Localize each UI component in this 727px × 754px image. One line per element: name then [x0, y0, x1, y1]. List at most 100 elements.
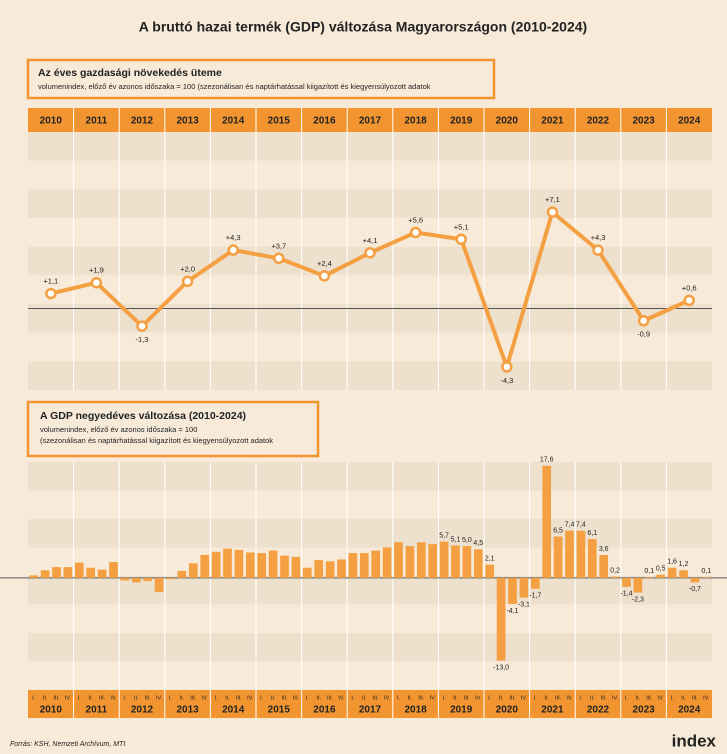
- bar: [29, 575, 39, 578]
- bar: [211, 551, 221, 578]
- point: [181, 275, 194, 288]
- x-tick-label: 2019: [450, 116, 473, 127]
- data-label: 0,5: [656, 566, 666, 573]
- chart-subtitle: volumenindex, előző év azonos időszaka =…: [38, 82, 431, 91]
- x-tick-label: I.: [169, 695, 173, 701]
- x-tick-label: IV.: [658, 695, 665, 701]
- x-tick-label: 2013: [176, 116, 199, 127]
- bar: [576, 530, 586, 578]
- group-label: 2020: [496, 705, 519, 716]
- page-title: A bruttó hazai termék (GDP) változása Ma…: [139, 19, 587, 35]
- x-tick-label: I.: [123, 695, 127, 701]
- row-stripe: [28, 547, 712, 576]
- x-tick-label: II.: [43, 695, 48, 701]
- bar: [314, 560, 324, 578]
- data-label: 6,5: [553, 527, 563, 534]
- x-tick-label: II.: [408, 695, 413, 701]
- x-tick-label: II.: [88, 695, 93, 701]
- x-tick-label: II.: [180, 695, 185, 701]
- x-tick-label: IV.: [338, 695, 345, 701]
- group-label: 2019: [450, 705, 473, 716]
- x-tick-label: 2024: [678, 116, 701, 127]
- bar: [268, 550, 278, 578]
- bar: [200, 554, 210, 578]
- x-tick-label: 2020: [496, 116, 519, 127]
- x-tick-label: 2021: [541, 116, 564, 127]
- data-label: 5,7: [439, 532, 449, 539]
- bar: [451, 545, 460, 578]
- bar: [542, 465, 552, 578]
- data-label: 3,6: [599, 546, 609, 553]
- data-label: +3,7: [271, 241, 286, 250]
- x-tick-label: II.: [225, 695, 230, 701]
- bar: [325, 561, 335, 578]
- point: [455, 233, 467, 246]
- x-tick-label: III.: [373, 695, 380, 701]
- bar: [74, 562, 84, 578]
- x-tick-label: 2016: [313, 116, 336, 127]
- x-tick-label: II.: [453, 695, 458, 701]
- data-label: 1,6: [667, 559, 677, 566]
- bar: [473, 549, 483, 578]
- x-tick-label: II.: [271, 695, 276, 701]
- data-label: +4,3: [591, 233, 606, 242]
- group-label: 2014: [222, 705, 245, 716]
- point: [227, 244, 239, 256]
- group-label: 2016: [313, 705, 336, 716]
- x-tick-label: II.: [316, 695, 321, 701]
- bar: [599, 554, 609, 578]
- data-label: -0,7: [689, 586, 701, 593]
- bar: [109, 561, 118, 578]
- x-tick-label: I.: [488, 695, 492, 701]
- x-tick-label: IV.: [156, 695, 163, 701]
- row-stripe: [28, 576, 712, 605]
- x-tick-label: II.: [134, 695, 139, 701]
- data-label: +1,1: [43, 277, 58, 286]
- bar: [587, 539, 597, 578]
- x-tick-label: III.: [601, 695, 608, 701]
- x-tick-label: I.: [78, 695, 82, 701]
- row-stripe: [28, 361, 712, 390]
- title-box: [26, 58, 496, 100]
- bar: [382, 547, 392, 578]
- x-tick-label: I.: [443, 695, 447, 701]
- point: [364, 247, 376, 259]
- group-label: 2018: [404, 705, 427, 716]
- header-row: [28, 108, 712, 132]
- data-label: +4,1: [363, 236, 378, 245]
- x-tick-label: IV.: [612, 695, 619, 701]
- bar: [565, 530, 574, 578]
- point: [90, 276, 103, 289]
- bar: [120, 577, 130, 581]
- point: [501, 361, 513, 373]
- row-stripe: [28, 275, 712, 304]
- bar: [667, 567, 677, 578]
- x-tick-label: IV.: [110, 695, 117, 701]
- data-label: -4,1: [506, 608, 518, 615]
- bar: [359, 553, 369, 578]
- bar: [302, 567, 312, 578]
- x-tick-label: III.: [646, 695, 653, 701]
- row-stripe: [28, 332, 712, 362]
- bar: [166, 577, 175, 580]
- bar: [394, 542, 403, 578]
- bar: [679, 570, 688, 578]
- x-tick-label: 2014: [222, 116, 245, 127]
- data-label: +5,1: [454, 222, 469, 231]
- data-label: +5,6: [408, 215, 423, 224]
- data-label: -1,3: [136, 335, 149, 344]
- row-stripe: [28, 218, 712, 247]
- bar: [280, 555, 289, 578]
- row-stripe: [28, 633, 712, 662]
- point: [683, 294, 695, 307]
- bar: [405, 546, 415, 578]
- group-label: 2017: [359, 705, 382, 716]
- bar: [416, 542, 426, 578]
- data-label: -1,7: [529, 593, 541, 600]
- bar: [223, 548, 232, 578]
- bar: [154, 577, 164, 592]
- bar: [622, 577, 631, 587]
- bar: [234, 549, 244, 578]
- x-tick-label: III.: [190, 695, 197, 701]
- x-tick-label: II.: [499, 695, 504, 701]
